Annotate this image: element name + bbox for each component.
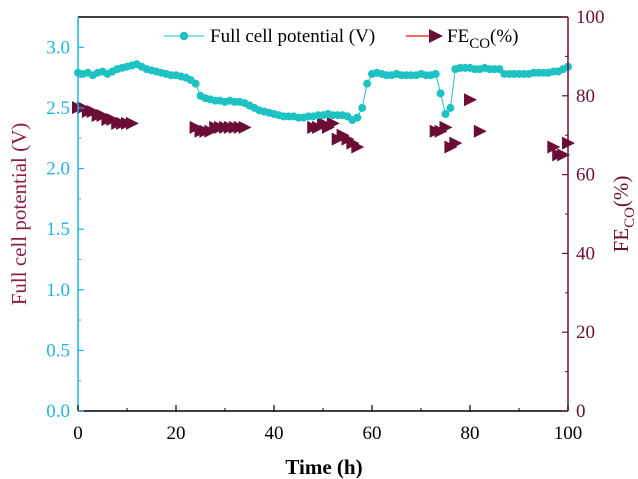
fe-marker	[547, 140, 561, 154]
right-y-axis-title-main: FE	[609, 228, 633, 253]
right-y-axis-title-sub: CO	[622, 207, 638, 228]
potential-marker	[446, 103, 455, 112]
legend-potential-label: Full cell potential (V)	[210, 26, 375, 47]
x-tick-label: 40	[265, 423, 284, 444]
fe-marker	[464, 93, 477, 107]
axes: 0 20 40 60 80 100 0.0 0.5 1.0 1.5 2.0 2.5 3.0 0 20 40 60…	[46, 7, 604, 444]
right-y-tick-label: 40	[576, 243, 595, 264]
potential-marker	[431, 69, 440, 78]
left-y-tick-label: 0.5	[46, 340, 70, 361]
x-tick-label: 0	[73, 423, 83, 444]
x-tick-label: 60	[363, 423, 382, 444]
potential-marker	[191, 79, 200, 88]
fe-marker	[238, 120, 252, 134]
x-tick-label: 100	[554, 423, 583, 444]
left-y-tick-label: 3.0	[46, 37, 70, 58]
left-y-tick-label: 2.0	[46, 159, 70, 180]
x-tick-label: 20	[167, 423, 186, 444]
fe-marker	[439, 120, 453, 134]
fe-marker	[326, 116, 340, 130]
right-y-tick-label: 100	[576, 7, 605, 28]
fe-marker	[557, 148, 571, 162]
left-y-axis-title: Full cell potential (V)	[7, 123, 31, 306]
potential-marker	[353, 113, 362, 122]
potential-marker	[495, 65, 504, 74]
left-y-tick-label: 2.5	[46, 98, 70, 119]
potential-marker	[363, 79, 372, 88]
right-y-tick-label: 20	[576, 322, 595, 343]
fe-marker	[351, 140, 365, 154]
legend-fe-label-suffix: (%)	[490, 26, 518, 47]
left-y-tick-label: 0.0	[46, 401, 70, 422]
right-y-tick-label: 80	[576, 86, 595, 107]
potential-marker	[436, 89, 445, 98]
potential-marker	[358, 103, 367, 112]
right-y-axis-title: FECO(%)	[609, 176, 638, 253]
right-y-tick-label: 0	[576, 401, 586, 422]
x-axis-title: Time (h)	[285, 455, 362, 479]
fe-marker	[449, 136, 463, 150]
left-y-tick-label: 1.5	[46, 219, 70, 240]
legend: Full cell potential (V) FECO(%)	[164, 26, 519, 52]
fe-series	[72, 93, 575, 162]
right-y-tick-label: 60	[576, 165, 595, 186]
legend-fe-label-sub: CO	[469, 36, 490, 52]
legend-fe-label-main: FE	[447, 26, 469, 47]
legend-potential-marker	[179, 31, 189, 41]
left-y-tick-label: 1.0	[46, 280, 70, 301]
x-tick-label: 80	[461, 423, 480, 444]
legend-fe-marker	[429, 29, 443, 43]
potential-series	[74, 60, 572, 125]
right-y-axis-title-suffix: (%)	[609, 176, 633, 207]
fe-marker	[125, 116, 139, 130]
potential-marker	[441, 109, 450, 118]
legend-fe-label: FECO(%)	[447, 26, 519, 52]
fe-marker	[473, 124, 487, 138]
